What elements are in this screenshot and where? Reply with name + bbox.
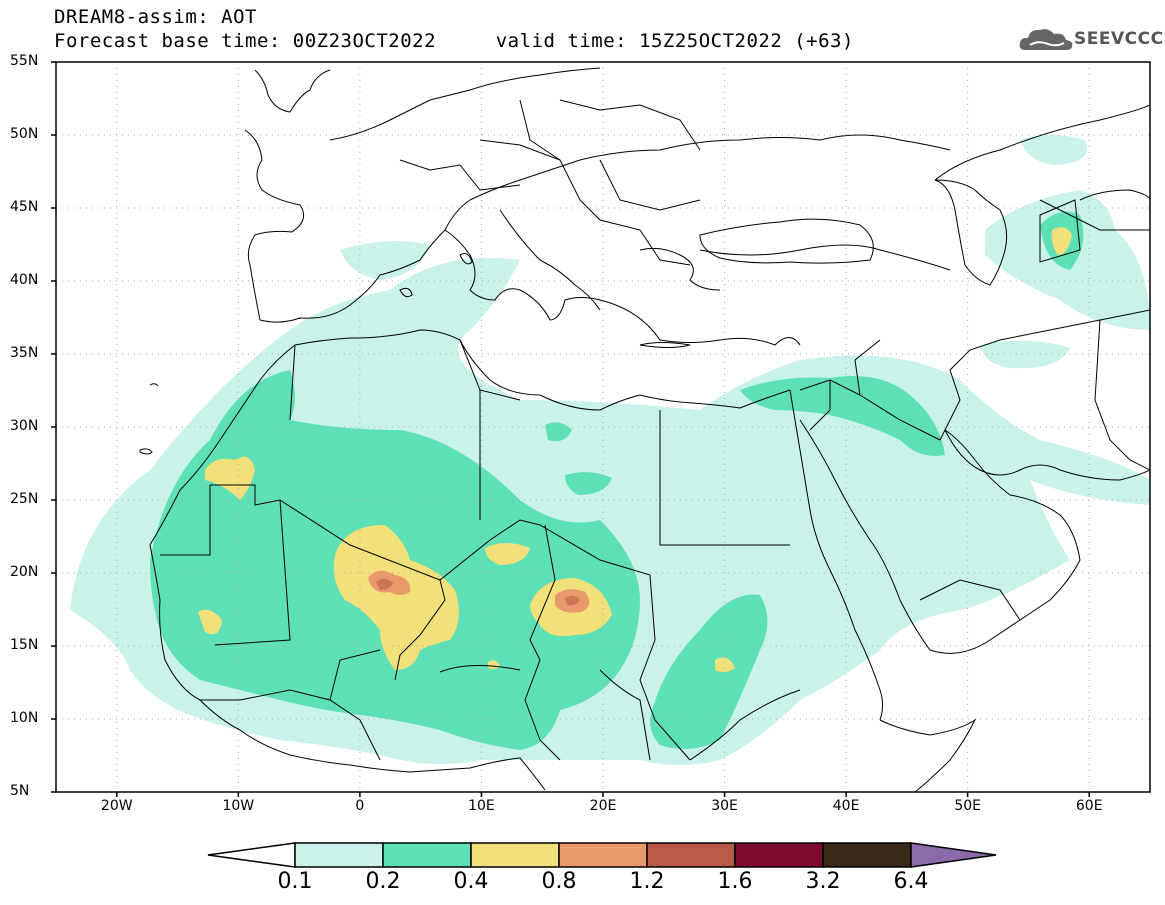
lat-label: 30N (10, 418, 39, 434)
colorbar-bin (734, 842, 824, 868)
colorbar-bin (470, 842, 560, 868)
lon-label: 50E (954, 798, 981, 814)
lon-label: 10W (222, 798, 255, 814)
lon-label: 20W (100, 798, 133, 814)
lon-label: 20E (589, 798, 617, 814)
colorbar-level-label: 0.8 (541, 869, 577, 894)
colorbar-bin (382, 842, 472, 868)
map-grid (56, 62, 1150, 792)
colorbar-bin (822, 842, 912, 868)
lat-label: 25N (10, 491, 39, 507)
lat-label: 40N (10, 272, 39, 288)
colorbar-level-label: 3.2 (805, 869, 841, 894)
lat-label: 5N (10, 783, 30, 799)
coastlines-borders (139, 67, 1150, 792)
colorbar-level-label: 1.2 (629, 869, 665, 894)
colorbar-level-label: 0.1 (277, 869, 313, 894)
lat-label: 10N (10, 710, 39, 726)
map-title: DREAM8-assim: AOT (54, 6, 257, 28)
colorbar-bin (646, 842, 736, 868)
lon-label: 60E (1075, 798, 1103, 814)
forecast-time-subtitle: Forecast base time: 00Z23OCT2022 valid t… (54, 30, 854, 52)
colorbar-level-label: 0.4 (453, 869, 489, 894)
colorbar-bin (558, 842, 648, 868)
lat-label: 45N (10, 199, 39, 215)
lat-label: 20N (10, 564, 39, 580)
lat-label: 55N (10, 53, 39, 69)
cloud-icon (1019, 29, 1073, 50)
seevccc-logo: SEEVCCC (1018, 24, 1163, 54)
lon-label: 40E (832, 798, 860, 814)
logo-text: SEEVCCC (1074, 29, 1164, 49)
colorbar-upper-arrow (910, 842, 997, 868)
lat-label: 15N (10, 637, 39, 653)
colorbar-lower-arrow (207, 842, 296, 868)
lat-label: 50N (10, 126, 39, 142)
aot-contour-1-2 (376, 578, 580, 606)
colorbar-bin (294, 842, 384, 868)
lat-label: 35N (10, 345, 39, 361)
colorbar-level-label: 1.6 (717, 869, 753, 894)
lon-label: 10E (468, 798, 495, 814)
aot-colorbar (207, 842, 997, 868)
colorbar-level-label: 6.4 (893, 869, 929, 894)
lon-label: 30E (711, 798, 738, 814)
lon-label: 0 (355, 798, 365, 814)
colorbar-level-label: 0.2 (365, 869, 401, 894)
